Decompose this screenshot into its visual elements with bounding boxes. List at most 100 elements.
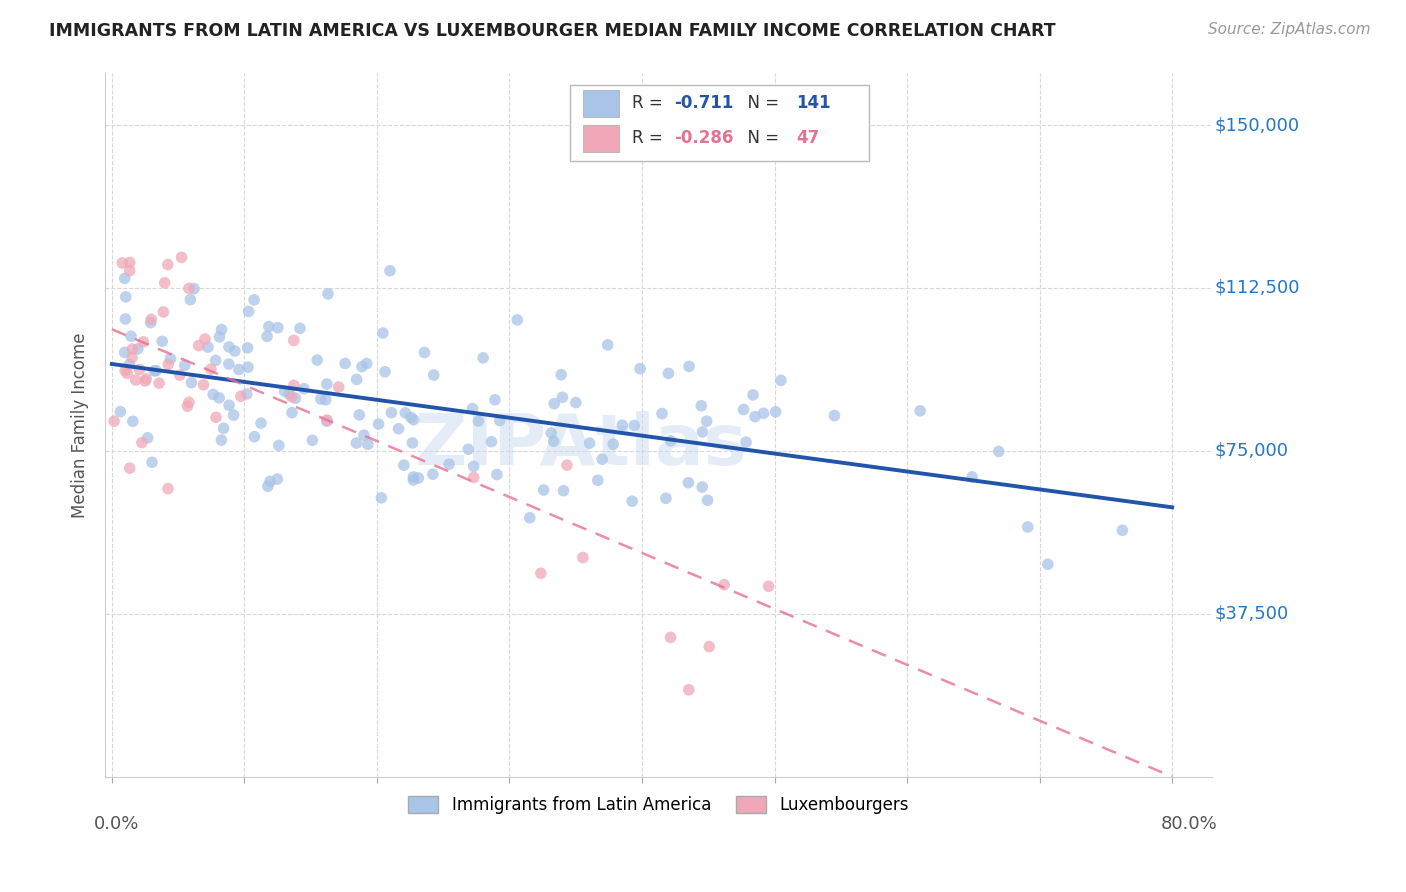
- Point: [236, 341, 259, 355]
- Point: [696, 414, 718, 428]
- Point: [128, 362, 150, 376]
- Point: [141, 312, 163, 326]
- Point: [273, 384, 295, 399]
- Point: [367, 417, 389, 431]
- Point: [141, 455, 163, 469]
- Text: ZIPAtlas: ZIPAtlas: [415, 411, 748, 481]
- Point: [823, 409, 845, 423]
- Point: [422, 467, 444, 482]
- Point: [481, 434, 503, 449]
- Point: [555, 458, 578, 472]
- Point: [118, 461, 141, 475]
- Point: [114, 312, 136, 326]
- Point: [156, 482, 179, 496]
- Point: [506, 313, 529, 327]
- Point: [243, 293, 266, 307]
- Point: [908, 404, 931, 418]
- Point: [173, 359, 195, 373]
- Point: [987, 444, 1010, 458]
- Point: [169, 368, 191, 383]
- Point: [170, 250, 193, 264]
- Point: [202, 387, 225, 401]
- Text: IMMIGRANTS FROM LATIN AMERICA VS LUXEMBOURGER MEDIAN FAMILY INCOME CORRELATION C: IMMIGRANTS FROM LATIN AMERICA VS LUXEMBO…: [49, 22, 1056, 40]
- Point: [229, 389, 252, 403]
- Point: [288, 321, 311, 335]
- Point: [612, 418, 634, 433]
- Point: [488, 413, 510, 427]
- Text: -0.711: -0.711: [673, 95, 734, 112]
- Point: [602, 437, 624, 451]
- Point: [960, 470, 983, 484]
- Point: [218, 340, 240, 354]
- Point: [394, 406, 416, 420]
- Point: [103, 414, 125, 428]
- Point: [152, 305, 174, 319]
- Point: [118, 357, 141, 371]
- Point: [565, 395, 588, 409]
- Point: [307, 353, 329, 368]
- Point: [402, 470, 425, 484]
- Point: [228, 362, 250, 376]
- Point: [346, 372, 368, 386]
- Text: $75,000: $75,000: [1215, 442, 1288, 460]
- Point: [267, 320, 290, 334]
- Point: [281, 406, 304, 420]
- Point: [145, 364, 167, 378]
- Point: [380, 406, 402, 420]
- Point: [114, 271, 136, 285]
- Text: Source: ZipAtlas.com: Source: ZipAtlas.com: [1208, 22, 1371, 37]
- Point: [463, 459, 485, 474]
- Point: [621, 494, 644, 508]
- Point: [623, 418, 645, 433]
- Point: [278, 387, 301, 401]
- Point: [628, 361, 651, 376]
- Point: [315, 392, 337, 407]
- Point: [350, 359, 373, 374]
- Point: [180, 376, 202, 390]
- Point: [257, 479, 280, 493]
- Point: [208, 391, 231, 405]
- Point: [121, 414, 143, 428]
- Point: [193, 377, 215, 392]
- Point: [328, 380, 350, 394]
- Point: [139, 316, 162, 330]
- Point: [218, 357, 240, 371]
- Point: [176, 399, 198, 413]
- Point: [118, 263, 141, 277]
- Point: [150, 334, 173, 349]
- Point: [283, 378, 305, 392]
- Point: [484, 392, 506, 407]
- Text: N =: N =: [737, 95, 785, 112]
- Point: [159, 351, 181, 366]
- Point: [218, 398, 240, 412]
- Text: N =: N =: [737, 129, 785, 147]
- Point: [553, 483, 575, 498]
- Text: R =: R =: [633, 129, 668, 147]
- Point: [543, 397, 565, 411]
- Point: [134, 374, 156, 388]
- Point: [177, 281, 200, 295]
- Point: [678, 475, 700, 490]
- Point: [357, 437, 380, 451]
- Point: [1111, 524, 1133, 538]
- Point: [179, 293, 201, 307]
- Point: [378, 263, 401, 277]
- Point: [157, 358, 180, 372]
- Point: [659, 434, 682, 448]
- Point: [208, 330, 231, 344]
- Point: [177, 395, 200, 409]
- Point: [236, 387, 259, 401]
- Point: [132, 334, 155, 349]
- Point: [1036, 558, 1059, 572]
- Point: [457, 442, 479, 457]
- Point: [114, 363, 136, 377]
- Point: [678, 682, 700, 697]
- Point: [315, 377, 337, 392]
- Point: [135, 372, 157, 386]
- Point: [238, 304, 260, 318]
- Point: [121, 342, 143, 356]
- Point: [222, 408, 245, 422]
- Point: [280, 390, 302, 404]
- Point: [211, 322, 233, 336]
- Point: [143, 364, 166, 378]
